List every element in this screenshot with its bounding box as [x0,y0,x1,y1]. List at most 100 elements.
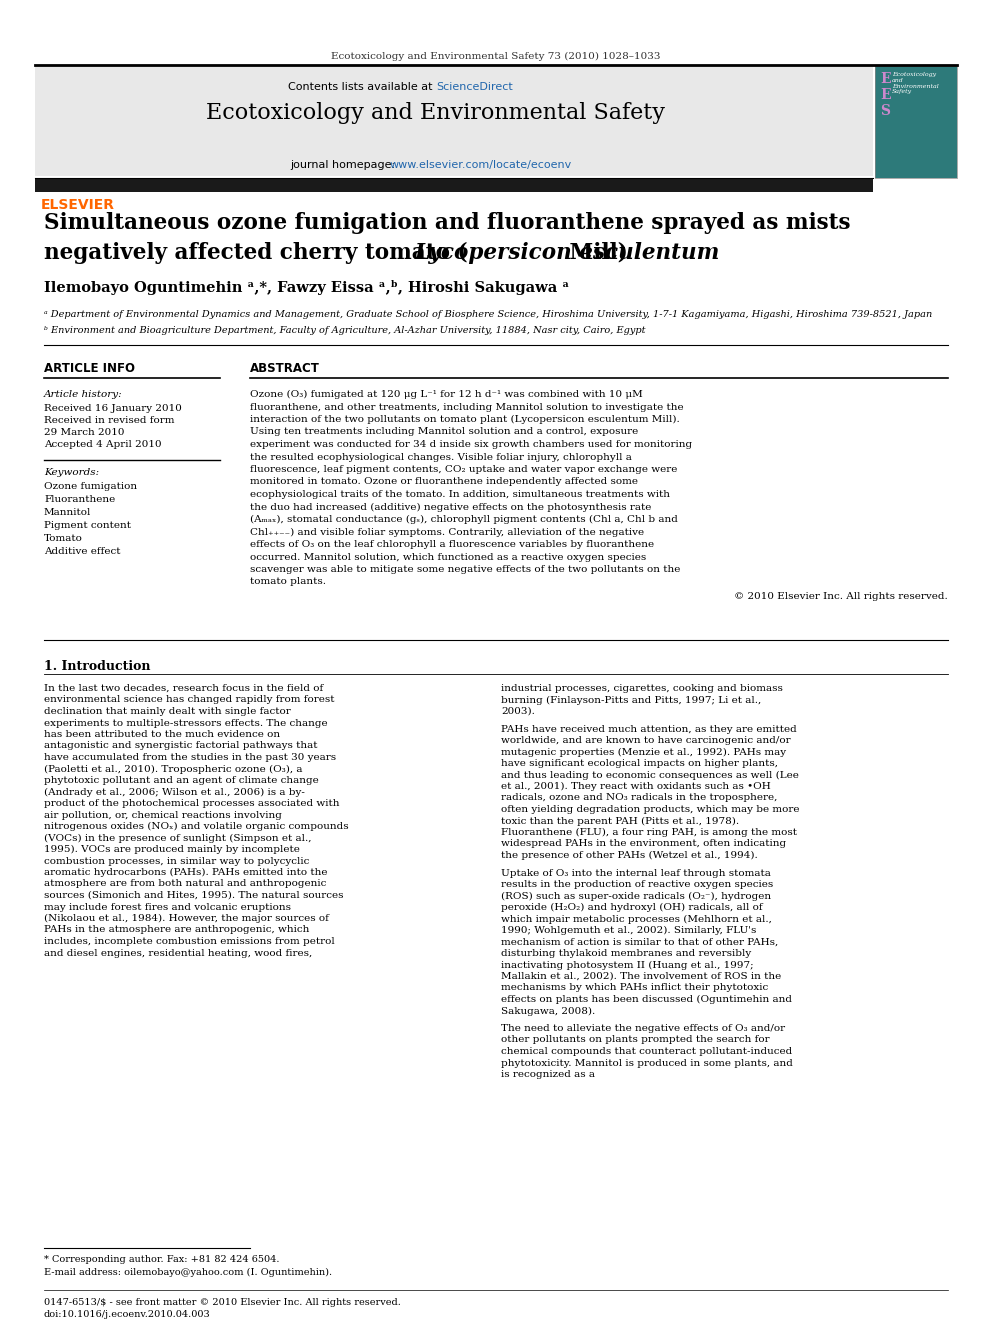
Text: aromatic hydrocarbons (PAHs). PAHs emitted into the: aromatic hydrocarbons (PAHs). PAHs emitt… [44,868,327,877]
Text: product of the photochemical processes associated with: product of the photochemical processes a… [44,799,339,808]
Text: Additive effect: Additive effect [44,546,120,556]
Bar [875,66,957,179]
Text: Sakugawa, 2008).: Sakugawa, 2008). [501,1007,595,1016]
Text: which impair metabolic processes (Mehlhorn et al.,: which impair metabolic processes (Mehlho… [501,914,772,923]
Bar [35,66,873,176]
Text: Mill): Mill) [562,242,628,265]
Text: Tomato: Tomato [44,534,83,542]
Text: Uptake of O₃ into the internal leaf through stomata: Uptake of O₃ into the internal leaf thro… [501,868,771,877]
Text: Accepted 4 April 2010: Accepted 4 April 2010 [44,441,162,448]
Text: may include forest fires and volcanic eruptions: may include forest fires and volcanic er… [44,902,291,912]
Text: (Nikolaou et al., 1984). However, the major sources of: (Nikolaou et al., 1984). However, the ma… [44,914,329,923]
Text: inactivating photosystem II (Huang et al., 1997;: inactivating photosystem II (Huang et al… [501,960,754,970]
Text: (VOCs) in the presence of sunlight (Simpson et al.,: (VOCs) in the presence of sunlight (Simp… [44,833,311,843]
Text: occurred. Mannitol solution, which functioned as a reactive oxygen species: occurred. Mannitol solution, which funct… [250,553,646,561]
Text: mechanisms by which PAHs inflict their phytotoxic: mechanisms by which PAHs inflict their p… [501,983,768,992]
Text: antagonistic and synergistic factorial pathways that: antagonistic and synergistic factorial p… [44,741,317,750]
Text: Mallakin et al., 2002). The involvement of ROS in the: Mallakin et al., 2002). The involvement … [501,972,782,980]
Text: atmosphere are from both natural and anthropogenic: atmosphere are from both natural and ant… [44,880,326,889]
Text: PAHs in the atmosphere are anthropogenic, which: PAHs in the atmosphere are anthropogenic… [44,926,310,934]
Text: Ecotoxicology
and
Environmental
Safety: Ecotoxicology and Environmental Safety [892,71,938,94]
Text: Using ten treatments including Mannitol solution and a control, exposure: Using ten treatments including Mannitol … [250,427,638,437]
Text: interaction of the two pollutants on tomato plant (Lycopersicon esculentum Mill): interaction of the two pollutants on tom… [250,415,680,425]
Text: 1. Introduction: 1. Introduction [44,660,151,673]
Text: phytotoxic pollutant and an agent of climate change: phytotoxic pollutant and an agent of cli… [44,777,318,785]
Text: Pigment content: Pigment content [44,521,131,531]
Text: 0147-6513/$ - see front matter © 2010 Elsevier Inc. All rights reserved.: 0147-6513/$ - see front matter © 2010 El… [44,1298,401,1307]
Text: Keywords:: Keywords: [44,468,99,478]
Text: E: E [880,89,891,102]
Text: chemical compounds that counteract pollutant-induced: chemical compounds that counteract pollu… [501,1046,793,1056]
Text: Mannitol: Mannitol [44,508,91,517]
Text: industrial processes, cigarettes, cooking and biomass: industrial processes, cigarettes, cookin… [501,684,783,693]
Text: (Paoletti et al., 2010). Tropospheric ozone (O₃), a: (Paoletti et al., 2010). Tropospheric oz… [44,765,303,774]
Text: widespread PAHs in the environment, often indicating: widespread PAHs in the environment, ofte… [501,840,786,848]
Text: sources (Simonich and Hites, 1995). The natural sources: sources (Simonich and Hites, 1995). The … [44,890,343,900]
Text: results in the production of reactive oxygen species: results in the production of reactive ox… [501,880,773,889]
Text: 1990; Wohlgemuth et al., 2002). Similarly, FLU's: 1990; Wohlgemuth et al., 2002). Similarl… [501,926,756,935]
Text: fluoranthene, and other treatments, including Mannitol solution to investigate t: fluoranthene, and other treatments, incl… [250,402,683,411]
Text: © 2010 Elsevier Inc. All rights reserved.: © 2010 Elsevier Inc. All rights reserved… [734,591,948,601]
Text: effects on plants has been discussed (Oguntimehin and: effects on plants has been discussed (Og… [501,995,792,1004]
Text: (ROS) such as super-oxide radicals (O₂⁻), hydrogen: (ROS) such as super-oxide radicals (O₂⁻)… [501,892,771,901]
Text: tomato plants.: tomato plants. [250,578,326,586]
Text: ᵃ Department of Environmental Dynamics and Management, Graduate School of Biosph: ᵃ Department of Environmental Dynamics a… [44,310,932,319]
Text: Ozone (O₃) fumigated at 120 μg L⁻¹ for 12 h d⁻¹ was combined with 10 μM: Ozone (O₃) fumigated at 120 μg L⁻¹ for 1… [250,390,643,400]
Text: effects of O₃ on the leaf chlorophyll a fluorescence variables by fluoranthene: effects of O₃ on the leaf chlorophyll a … [250,540,654,549]
Text: air pollution, or, chemical reactions involving: air pollution, or, chemical reactions in… [44,811,282,819]
Text: phytotoxicity. Mannitol is produced in some plants, and: phytotoxicity. Mannitol is produced in s… [501,1058,793,1068]
Text: have accumulated from the studies in the past 30 years: have accumulated from the studies in the… [44,753,336,762]
Text: Fluoranthene: Fluoranthene [44,495,115,504]
Text: Ilemobayo Oguntimehin ᵃ,*, Fawzy Eissa ᵃ,ᵇ, Hiroshi Sakugawa ᵃ: Ilemobayo Oguntimehin ᵃ,*, Fawzy Eissa ᵃ… [44,280,569,295]
Text: ScienceDirect: ScienceDirect [436,82,513,93]
Text: 29 March 2010: 29 March 2010 [44,429,125,437]
Bar [35,179,873,192]
Text: 1995). VOCs are produced mainly by incomplete: 1995). VOCs are produced mainly by incom… [44,845,300,855]
Text: ᵇ Environment and Bioagriculture Department, Faculty of Agriculture, Al-Azhar Un: ᵇ Environment and Bioagriculture Departm… [44,325,646,335]
Text: et al., 2001). They react with oxidants such as •OH: et al., 2001). They react with oxidants … [501,782,771,791]
Text: * Corresponding author. Fax: +81 82 424 6504.: * Corresponding author. Fax: +81 82 424 … [44,1256,280,1263]
Text: ELSEVIER: ELSEVIER [41,198,115,212]
Text: E-mail address: oilemobayo@yahoo.com (I. Oguntimehin).: E-mail address: oilemobayo@yahoo.com (I.… [44,1267,332,1277]
Text: toxic than the parent PAH (Pitts et al., 1978).: toxic than the parent PAH (Pitts et al.,… [501,816,739,826]
Text: disturbing thylakoid membranes and reversibly: disturbing thylakoid membranes and rever… [501,949,751,958]
Text: Chl₊₊₋₋) and visible foliar symptoms. Contrarily, alleviation of the negative: Chl₊₊₋₋) and visible foliar symptoms. Co… [250,528,644,537]
Bar [875,66,957,179]
Text: PAHs have received much attention, as they are emitted: PAHs have received much attention, as th… [501,725,797,733]
Text: journal homepage:: journal homepage: [290,160,399,169]
Text: experiments to multiple-stressors effects. The change: experiments to multiple-stressors effect… [44,718,327,728]
Text: doi:10.1016/j.ecoenv.2010.04.003: doi:10.1016/j.ecoenv.2010.04.003 [44,1310,210,1319]
Text: www.elsevier.com/locate/ecoenv: www.elsevier.com/locate/ecoenv [390,160,572,169]
Text: and diesel engines, residential heating, wood fires,: and diesel engines, residential heating,… [44,949,312,958]
Text: declination that mainly dealt with single factor: declination that mainly dealt with singl… [44,706,291,716]
Text: environmental science has changed rapidly from forest: environmental science has changed rapidl… [44,696,334,705]
Text: Article history:: Article history: [44,390,123,400]
Text: In the last two decades, research focus in the field of: In the last two decades, research focus … [44,684,323,693]
Text: Lycopersicon esculentum: Lycopersicon esculentum [414,242,719,265]
Text: monitored in tomato. Ozone or fluoranthene independently affected some: monitored in tomato. Ozone or fluoranthe… [250,478,638,487]
Text: Contents lists available at: Contents lists available at [288,82,436,93]
Text: other pollutants on plants prompted the search for: other pollutants on plants prompted the … [501,1036,770,1044]
Text: Received 16 January 2010: Received 16 January 2010 [44,404,182,413]
Text: peroxide (H₂O₂) and hydroxyl (OH) radicals, all of: peroxide (H₂O₂) and hydroxyl (OH) radica… [501,904,763,912]
Text: Ecotoxicology and Environmental Safety 73 (2010) 1028–1033: Ecotoxicology and Environmental Safety 7… [331,52,661,61]
Text: the presence of other PAHs (Wetzel et al., 1994).: the presence of other PAHs (Wetzel et al… [501,851,758,860]
Text: ecophysiological traits of the tomato. In addition, simultaneous treatments with: ecophysiological traits of the tomato. I… [250,490,670,499]
Text: mechanism of action is similar to that of other PAHs,: mechanism of action is similar to that o… [501,938,779,946]
Text: 2003).: 2003). [501,706,535,716]
Text: Ecotoxicology and Environmental Safety: Ecotoxicology and Environmental Safety [206,102,666,124]
Text: E: E [880,71,891,86]
Text: fluorescence, leaf pigment contents, CO₂ uptake and water vapor exchange were: fluorescence, leaf pigment contents, CO₂… [250,464,678,474]
Text: ABSTRACT: ABSTRACT [250,363,319,374]
Text: S: S [880,105,890,118]
Text: negatively affected cherry tomato (: negatively affected cherry tomato ( [44,242,467,265]
Text: (Andrady et al., 2006; Wilson et al., 2006) is a by-: (Andrady et al., 2006; Wilson et al., 20… [44,787,305,796]
Text: often yielding degradation products, which may be more: often yielding degradation products, whi… [501,804,800,814]
Text: the duo had increased (additive) negative effects on the photosynthesis rate: the duo had increased (additive) negativ… [250,503,652,512]
Text: scavenger was able to mitigate some negative effects of the two pollutants on th: scavenger was able to mitigate some nega… [250,565,681,574]
Text: (Aₘₐₓ), stomatal conductance (gₛ), chlorophyll pigment contents (Chl a, Chl b an: (Aₘₐₓ), stomatal conductance (gₛ), chlor… [250,515,678,524]
Text: combustion processes, in similar way to polycyclic: combustion processes, in similar way to … [44,856,310,865]
Text: worldwide, and are known to have carcinogenic and/or: worldwide, and are known to have carcino… [501,736,791,745]
Text: and thus leading to economic consequences as well (Lee: and thus leading to economic consequence… [501,770,799,779]
Text: ARTICLE INFO: ARTICLE INFO [44,363,135,374]
